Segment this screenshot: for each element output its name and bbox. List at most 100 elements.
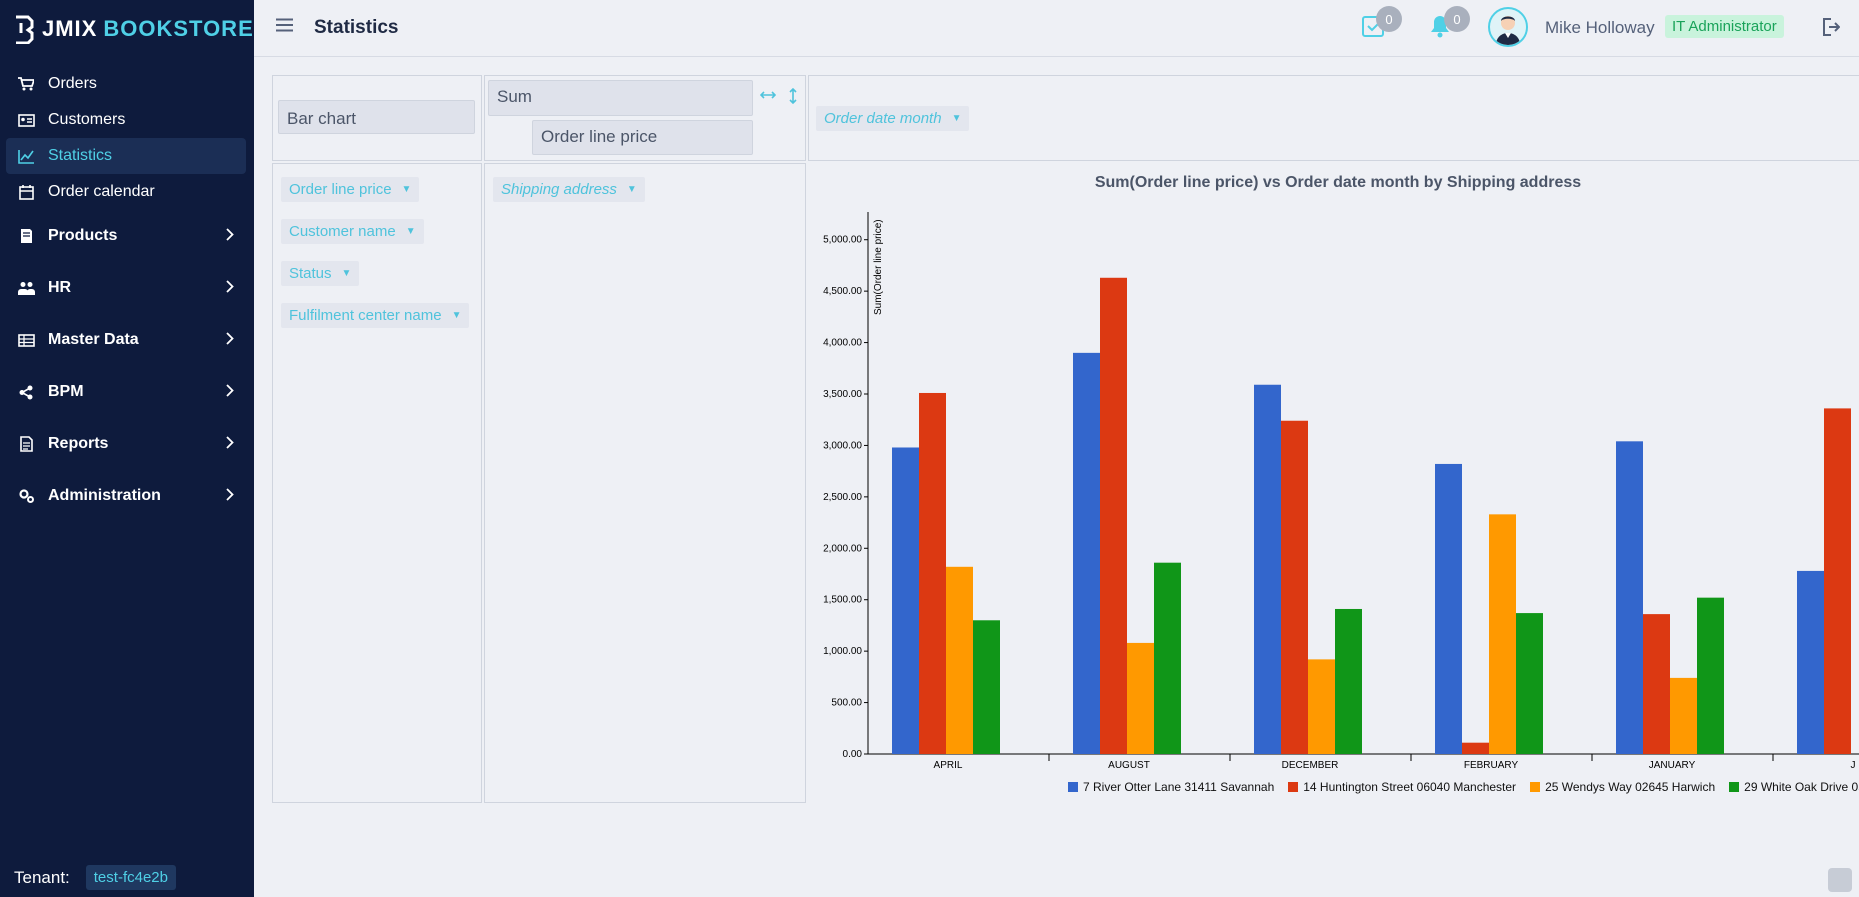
- y-tick-label: 2,500.00: [823, 492, 862, 503]
- logout-icon[interactable]: [1822, 18, 1841, 41]
- chart-bar: [1100, 277, 1127, 754]
- chart-bar: [946, 566, 973, 754]
- row-field-shipping-address[interactable]: Shipping address ▼: [493, 177, 645, 202]
- chart-bar: [919, 392, 946, 754]
- sidebar-nav: Orders Customers Statistics Order calend…: [6, 66, 246, 522]
- aggregator-attribute-select[interactable]: Order line price: [532, 120, 753, 155]
- tenant-info: Tenant: test-fc4e2b: [14, 865, 176, 890]
- chevron-right-icon: [226, 332, 234, 350]
- role-badge: IT Administrator: [1665, 15, 1784, 38]
- y-tick-label: 1,000.00: [823, 646, 862, 657]
- sidebar: JMIX BOOKSTORE Orders Customers Statistic…: [0, 0, 254, 897]
- chart-bar: [1797, 570, 1824, 754]
- chevron-right-icon: [226, 228, 234, 246]
- tasks-button[interactable]: 0: [1362, 6, 1402, 43]
- chart-title: Sum(Order line price) vs Order date mont…: [1094, 174, 1582, 191]
- legend-item[interactable]: 29 White Oak Drive 054: [1729, 780, 1859, 794]
- pivot-columns-cell: [808, 75, 1859, 161]
- unused-field-order-line-price[interactable]: Order line price ▼: [281, 177, 420, 202]
- y-tick-label: 0.00: [843, 749, 863, 760]
- chart-bar: [1643, 614, 1670, 754]
- y-tick-label: 500.00: [831, 698, 862, 709]
- chart-bar: [1254, 384, 1281, 754]
- calendar-icon: [16, 184, 36, 200]
- tenant-value: test-fc4e2b: [85, 865, 176, 890]
- unused-field-customer-name[interactable]: Customer name ▼: [281, 219, 424, 244]
- y-tick-label: 3,500.00: [823, 389, 862, 400]
- pivot-rows-cell: [484, 163, 806, 803]
- dropdown-triangle-icon: ▼: [341, 268, 352, 279]
- share-icon: [16, 385, 36, 400]
- sidebar-item-statistics[interactable]: Statistics: [6, 138, 246, 174]
- sidebar-item-orders[interactable]: Orders: [6, 66, 246, 102]
- sidebar-group-master-data[interactable]: Master Data: [6, 314, 246, 366]
- aggregator-select[interactable]: Sum: [488, 80, 753, 116]
- x-tick-label: J: [1851, 760, 1856, 771]
- id-card-icon: [16, 113, 36, 127]
- dropdown-triangle-icon: ▼: [451, 310, 462, 321]
- legend-item[interactable]: 7 River Otter Lane 31411 Savannah: [1068, 780, 1274, 794]
- chevron-right-icon: [226, 488, 234, 506]
- field-label: Status: [289, 265, 332, 282]
- logo-text-jmix: JMIX: [42, 16, 98, 41]
- legend-label: 29 White Oak Drive 054: [1744, 780, 1859, 794]
- sidebar-group-label: Administration: [48, 487, 161, 504]
- y-tick-label: 1,500.00: [823, 595, 862, 606]
- report-icon: [16, 436, 36, 452]
- sidebar-group-label: BPM: [48, 383, 84, 400]
- field-label: Shipping address: [501, 181, 617, 198]
- sidebar-group-reports[interactable]: Reports: [6, 418, 246, 470]
- sidebar-group-administration[interactable]: Administration: [6, 470, 246, 522]
- y-tick-label: 4,500.00: [823, 286, 862, 297]
- field-label: Order date month: [824, 110, 942, 127]
- chart-bar: [1308, 659, 1335, 754]
- chart-bar: [1073, 352, 1100, 754]
- page-title: Statistics: [314, 17, 399, 38]
- chart-bar: [1670, 677, 1697, 754]
- sort-rows-icon[interactable]: [788, 87, 798, 109]
- sidebar-group-bpm[interactable]: BPM: [6, 366, 246, 418]
- x-tick-label: APRIL: [934, 760, 963, 771]
- topbar: Statistics 0 0 Mike Holloway IT Administ…: [254, 0, 1859, 57]
- sidebar-group-hr[interactable]: HR: [6, 262, 246, 314]
- chart-bar: [1335, 608, 1362, 754]
- chevron-right-icon: [226, 436, 234, 454]
- legend-item[interactable]: 14 Huntington Street 06040 Manchester: [1288, 780, 1516, 794]
- logo-text-bookstore: BOOKSTORE: [103, 16, 254, 41]
- legend-swatch: [1068, 782, 1078, 792]
- tenant-label: Tenant:: [14, 867, 70, 887]
- legend-swatch: [1530, 782, 1541, 792]
- dropdown-triangle-icon: ▼: [401, 184, 412, 195]
- column-field-order-date-month[interactable]: Order date month ▼: [816, 106, 970, 131]
- legend-label: 7 River Otter Lane 31411 Savannah: [1083, 780, 1275, 794]
- user-name: Mike Holloway: [1545, 18, 1655, 37]
- unused-field-status[interactable]: Status ▼: [281, 261, 360, 286]
- legend-label: 25 Wendys Way 02645 Harwich: [1545, 780, 1716, 794]
- avatar[interactable]: [1488, 7, 1528, 47]
- sidebar-item-order-calendar[interactable]: Order calendar: [6, 174, 246, 210]
- filter-toggle-icon[interactable]: [1828, 868, 1852, 892]
- app-logo[interactable]: JMIX BOOKSTORE: [12, 12, 254, 46]
- table-icon: [16, 333, 36, 347]
- notifications-button[interactable]: 0: [1430, 6, 1470, 43]
- menu-toggle-icon[interactable]: [276, 18, 293, 37]
- x-tick-label: AUGUST: [1108, 760, 1150, 771]
- dropdown-triangle-icon: ▼: [951, 113, 962, 124]
- chart-legend: 7 River Otter Lane 31411 Savannah 14 Hun…: [1068, 780, 1859, 794]
- renderer-select[interactable]: Bar chart: [278, 100, 475, 134]
- sidebar-group-products[interactable]: Products: [6, 210, 246, 262]
- book-icon: [16, 228, 36, 244]
- chart-bar: [1462, 742, 1489, 754]
- chart-bar: [1154, 562, 1181, 754]
- chart-icon: [16, 149, 36, 164]
- sort-columns-icon[interactable]: [759, 87, 777, 105]
- bar-chart: 0.00 500.00 1,000.00 1,500.00 2,000.00 2,500.…: [823, 212, 1859, 771]
- chart-bar: [1516, 613, 1543, 754]
- chart-bar: [1435, 463, 1462, 754]
- legend-swatch: [1729, 782, 1740, 792]
- legend-item[interactable]: 25 Wendys Way 02645 Harwich: [1530, 780, 1715, 794]
- people-icon: [16, 281, 36, 295]
- unused-field-fulfilment-center-name[interactable]: Fulfilment center name ▼: [281, 303, 470, 328]
- sidebar-item-customers[interactable]: Customers: [6, 102, 246, 138]
- chart-bar: [1127, 642, 1154, 754]
